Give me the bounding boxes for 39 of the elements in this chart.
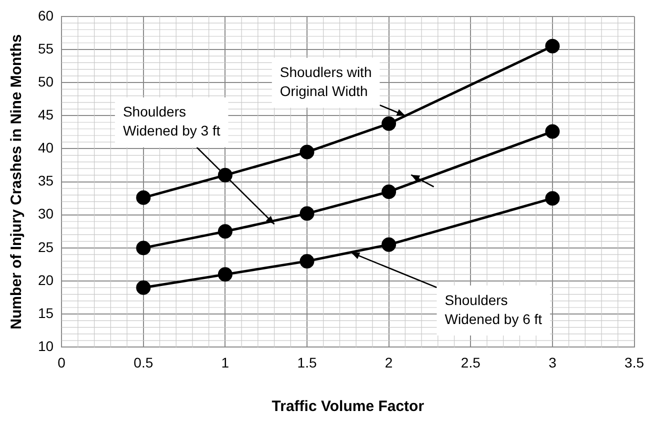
point — [382, 184, 396, 199]
point — [218, 224, 232, 239]
y-tick-label: 30 — [38, 206, 54, 222]
annotation: Shoulders Widened by 6 ft — [444, 292, 542, 327]
y-tick-label: 55 — [38, 40, 54, 56]
annotation: Shoulders Widened by 3 ft — [122, 104, 220, 139]
x-tick-label: 2.5 — [460, 354, 481, 370]
point — [382, 116, 396, 131]
x-tick-label: 3.5 — [624, 354, 644, 370]
y-tick-label: 35 — [38, 172, 54, 189]
point — [136, 280, 151, 295]
x-tick-label: 1.5 — [297, 354, 317, 370]
y-axis-title: Number of Injury Crashes in Nine Months — [8, 34, 26, 330]
point — [382, 237, 396, 252]
point — [136, 190, 151, 205]
y-tick-label: 15 — [38, 304, 54, 321]
point — [545, 191, 560, 206]
y-tick-label: 10 — [38, 338, 54, 354]
point — [218, 267, 232, 282]
x-tick-label: 0 — [58, 354, 66, 370]
x-tick-label: 2 — [384, 354, 393, 370]
point — [300, 144, 314, 160]
y-tick-label: 20 — [38, 272, 54, 288]
point — [545, 124, 560, 139]
point — [300, 206, 314, 221]
y-tick-label: 60 — [38, 7, 54, 24]
y-tick-label: 40 — [38, 140, 54, 156]
point — [545, 38, 560, 54]
x-tick-label: 3 — [548, 354, 557, 370]
x-axis-title: Traffic Volume Factor — [272, 398, 424, 416]
point — [300, 254, 314, 268]
y-tick-label: 45 — [38, 106, 54, 122]
annotation: Shoudlers with Original Width — [280, 64, 372, 100]
x-tick-label: 0.5 — [134, 354, 154, 370]
y-tick-label: 50 — [38, 73, 54, 90]
x-tick-label: 1 — [221, 354, 230, 370]
point — [218, 168, 232, 182]
y-tick-label: 25 — [38, 238, 54, 255]
point — [136, 240, 151, 256]
